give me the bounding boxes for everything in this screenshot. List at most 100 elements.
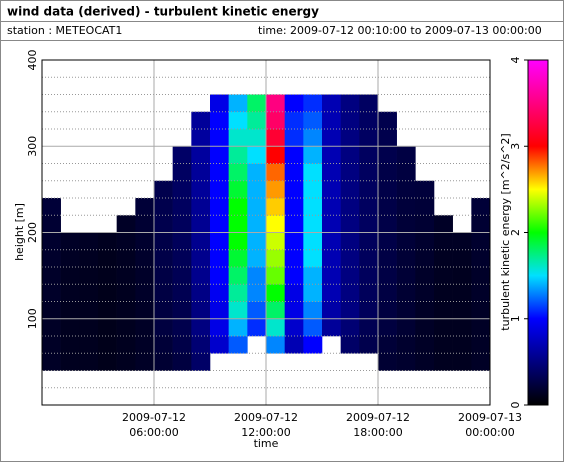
heat-cell — [172, 301, 192, 320]
heat-cell — [210, 267, 229, 285]
heat-cell — [359, 198, 379, 216]
heat-cell — [452, 318, 472, 337]
heat-cell — [172, 336, 192, 354]
heat-cell — [322, 129, 341, 147]
heat-cell — [79, 267, 99, 285]
heat-cell — [247, 163, 267, 182]
heat-cell — [191, 267, 211, 285]
colorbar — [527, 59, 549, 406]
heat-cell — [359, 301, 379, 320]
heat-cell — [284, 198, 304, 216]
heat-cell — [434, 336, 453, 354]
x-axis-label: time — [254, 437, 279, 450]
heat-cell — [359, 249, 379, 268]
heat-cell — [378, 111, 397, 130]
heat-cell — [191, 198, 211, 216]
heat-cell — [322, 215, 341, 233]
heat-cell — [396, 163, 416, 182]
heat-cell — [266, 215, 285, 233]
heat-cell — [303, 163, 323, 182]
heat-cell — [116, 249, 136, 268]
heat-cell — [378, 353, 397, 371]
heat-cell — [60, 336, 80, 354]
heat-cell — [303, 146, 323, 164]
heat-cell — [452, 336, 472, 354]
heat-cell — [266, 94, 285, 113]
heat-cell — [340, 180, 360, 199]
heat-cell — [116, 267, 136, 285]
heat-cell — [228, 163, 248, 182]
heat-cell — [210, 215, 229, 233]
heat-cell — [415, 267, 435, 285]
colorbar-tick-label: 4 — [509, 57, 522, 64]
heat-cell — [284, 215, 304, 233]
heat-cell — [284, 336, 304, 354]
heat-cell — [79, 353, 99, 371]
heat-cell — [434, 318, 453, 337]
heat-cell — [452, 284, 472, 302]
heat-cell — [172, 198, 192, 216]
heat-cell — [471, 318, 491, 337]
heat-cell — [359, 336, 379, 354]
heat-cell — [191, 129, 211, 147]
heat-cell — [340, 198, 360, 216]
heat-cell — [228, 180, 248, 199]
heat-cell — [60, 284, 80, 302]
heat-cell — [79, 249, 99, 268]
heat-cell — [210, 198, 229, 216]
heat-cell — [228, 215, 248, 233]
heat-cell — [98, 267, 117, 285]
heat-cell — [172, 353, 192, 371]
heat-cell — [452, 301, 472, 320]
heat-cell — [415, 232, 435, 251]
heat-cell — [42, 267, 61, 285]
heat-cell — [396, 249, 416, 268]
heat-cell — [116, 284, 136, 302]
heat-cell — [98, 249, 117, 268]
heat-cell — [322, 146, 341, 164]
heat-cell — [247, 94, 267, 113]
heat-cell — [228, 336, 248, 354]
heat-cell — [434, 232, 453, 251]
heat-cell — [378, 267, 397, 285]
heat-cell — [98, 232, 117, 251]
heat-cell — [452, 232, 472, 251]
heat-cell — [247, 129, 267, 147]
heat-cell — [247, 249, 267, 268]
heat-cell — [415, 180, 435, 199]
heat-cell — [340, 318, 360, 337]
heat-cell — [247, 111, 267, 130]
heat-cell — [247, 215, 267, 233]
heat-cell — [378, 232, 397, 251]
heat-cell — [415, 353, 435, 371]
heat-cell — [303, 232, 323, 251]
heat-cell — [396, 353, 416, 371]
heat-cell — [322, 111, 341, 130]
heat-cell — [228, 146, 248, 164]
heat-cell — [303, 111, 323, 130]
heat-cell — [378, 180, 397, 199]
x-tick-label: 2009-07-13 00:00:00 — [458, 411, 522, 439]
heat-cell — [266, 198, 285, 216]
heat-cell — [340, 111, 360, 130]
heat-cell — [359, 180, 379, 199]
heat-cell — [396, 146, 416, 164]
heat-cell — [154, 267, 173, 285]
heat-cell — [191, 301, 211, 320]
heat-cell — [284, 301, 304, 320]
heat-cell — [42, 336, 61, 354]
heat-cell — [396, 284, 416, 302]
heat-cell — [191, 111, 211, 130]
heat-cell — [154, 249, 173, 268]
heat-cell — [172, 146, 192, 164]
heat-cell — [340, 94, 360, 113]
heat-cell — [378, 336, 397, 354]
heat-cell — [434, 215, 453, 233]
heat-cell — [116, 232, 136, 251]
heat-cell — [135, 353, 155, 371]
heat-cell — [452, 353, 472, 371]
heat-cell — [228, 249, 248, 268]
heat-cell — [60, 249, 80, 268]
heat-cell — [415, 215, 435, 233]
